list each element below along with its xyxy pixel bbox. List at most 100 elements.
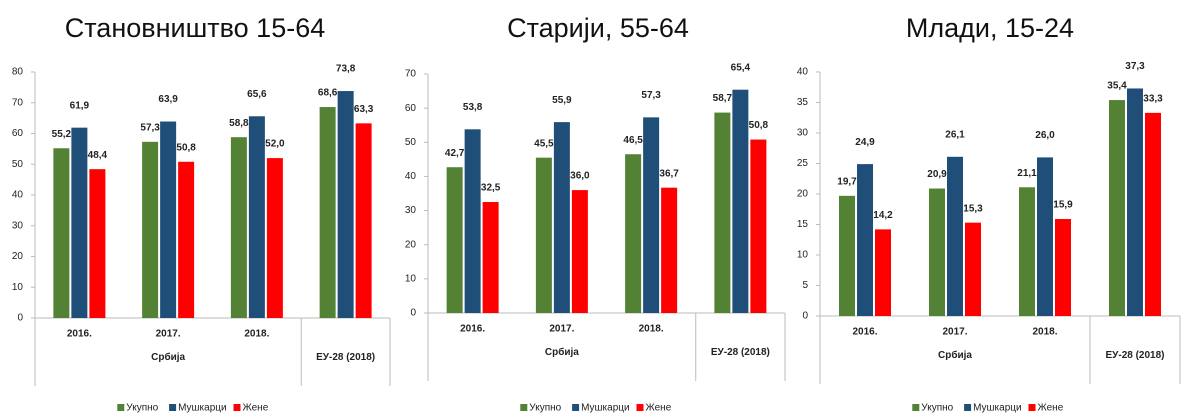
value-label: 63,9 — [158, 94, 178, 105]
bar — [266, 158, 283, 318]
value-label: 14,2 — [873, 210, 893, 221]
y-tick-label: 50 — [405, 137, 417, 148]
legend-label: Мушкарци — [973, 403, 1022, 414]
value-label: 42,7 — [445, 148, 465, 159]
value-label: 48,4 — [88, 150, 108, 161]
y-tick-label: 30 — [797, 128, 809, 139]
bar — [482, 202, 499, 313]
group-label: Србија — [938, 350, 972, 361]
group-label: ЕУ-28 (2018) — [1105, 350, 1165, 361]
bar — [750, 139, 767, 313]
y-tick-label: 10 — [12, 282, 24, 293]
value-label: 53,8 — [463, 102, 483, 113]
bar — [1127, 88, 1143, 316]
bar — [1037, 157, 1053, 316]
y-tick-label: 80 — [12, 67, 24, 78]
bar — [248, 116, 265, 318]
legend-swatch — [636, 404, 644, 411]
bar — [1019, 187, 1035, 316]
group-label: Србија — [544, 347, 579, 358]
legend-swatch — [572, 404, 580, 411]
bar — [71, 127, 88, 318]
value-label: 37,3 — [1125, 61, 1145, 72]
value-label: 57,3 — [641, 90, 661, 101]
legend-swatch — [964, 404, 972, 411]
value-label: 55,2 — [52, 129, 72, 140]
bar — [142, 141, 159, 318]
x-tick-label: 2017. — [156, 329, 181, 340]
bar — [839, 195, 855, 316]
bar — [1145, 112, 1161, 317]
bar — [446, 167, 463, 313]
y-tick-label: 20 — [797, 189, 809, 200]
y-tick-label: 60 — [405, 103, 417, 114]
legend-swatch — [1028, 404, 1036, 411]
legend-label: Укупно — [529, 403, 561, 414]
y-tick-label: 10 — [405, 273, 417, 284]
value-label: 19,7 — [837, 176, 857, 187]
y-tick-label: 70 — [12, 97, 24, 108]
value-label: 50,8 — [749, 120, 769, 131]
chart-title: Млади, 15-24 — [906, 13, 1074, 43]
y-tick-label: 70 — [405, 69, 417, 80]
x-tick-label: 2017. — [942, 327, 967, 338]
y-tick-label: 30 — [405, 205, 417, 216]
y-tick-label: 0 — [17, 313, 23, 324]
legend-label: Мушкарци — [581, 403, 630, 414]
y-tick-label: 20 — [12, 251, 24, 262]
bar — [535, 157, 552, 313]
y-tick-label: 0 — [410, 308, 416, 319]
legend-label: Мушкарци — [178, 403, 227, 414]
bar — [53, 148, 70, 318]
group-label: Србија — [151, 352, 186, 363]
x-tick-label: 2018. — [639, 324, 664, 335]
y-tick-label: 10 — [797, 250, 809, 261]
legend-label: Жене — [243, 403, 269, 414]
legend-label: Жене — [646, 403, 672, 414]
bar — [89, 169, 106, 318]
value-label: 32,5 — [481, 183, 501, 194]
value-label: 73,8 — [336, 64, 356, 75]
value-label: 36,7 — [659, 168, 679, 179]
y-tick-label: 50 — [12, 159, 24, 170]
bar — [947, 156, 963, 316]
value-label: 52,0 — [265, 139, 285, 150]
value-label: 24,9 — [855, 137, 875, 148]
value-label: 57,3 — [140, 122, 160, 133]
value-label: 15,9 — [1053, 200, 1073, 211]
chart-title: Старији, 55-64 — [507, 13, 689, 43]
group-label: ЕУ-28 (2018) — [316, 352, 376, 363]
value-label: 33,3 — [1143, 94, 1163, 105]
bar — [714, 112, 731, 314]
y-tick-label: 40 — [12, 190, 24, 201]
y-tick-label: 25 — [797, 158, 809, 169]
group-label: ЕУ-28 (2018) — [710, 347, 770, 358]
bar — [355, 123, 372, 318]
bar — [625, 154, 642, 313]
bar — [464, 129, 481, 313]
bar — [337, 91, 354, 318]
value-label: 46,5 — [623, 135, 643, 146]
value-label: 35,4 — [1107, 81, 1127, 92]
bar — [571, 190, 588, 313]
bar — [875, 229, 891, 316]
x-tick-label: 2016. — [67, 329, 92, 340]
legend-swatch — [912, 404, 920, 411]
value-label: 21,1 — [1017, 168, 1037, 179]
y-tick-label: 40 — [797, 67, 809, 78]
legend-swatch — [169, 404, 177, 411]
y-tick-label: 35 — [797, 97, 809, 108]
chart-title: Становништво 15-64 — [65, 13, 325, 43]
y-tick-label: 60 — [12, 128, 24, 139]
value-label: 26,0 — [1035, 130, 1055, 141]
x-tick-label: 2018. — [1032, 327, 1057, 338]
bar — [732, 89, 749, 313]
value-label: 45,5 — [534, 138, 554, 149]
bar — [319, 107, 336, 319]
bar — [857, 164, 873, 316]
legend-swatch — [233, 404, 241, 411]
value-label: 61,9 — [70, 100, 90, 111]
y-tick-label: 20 — [405, 239, 417, 250]
y-tick-label: 40 — [405, 171, 417, 182]
